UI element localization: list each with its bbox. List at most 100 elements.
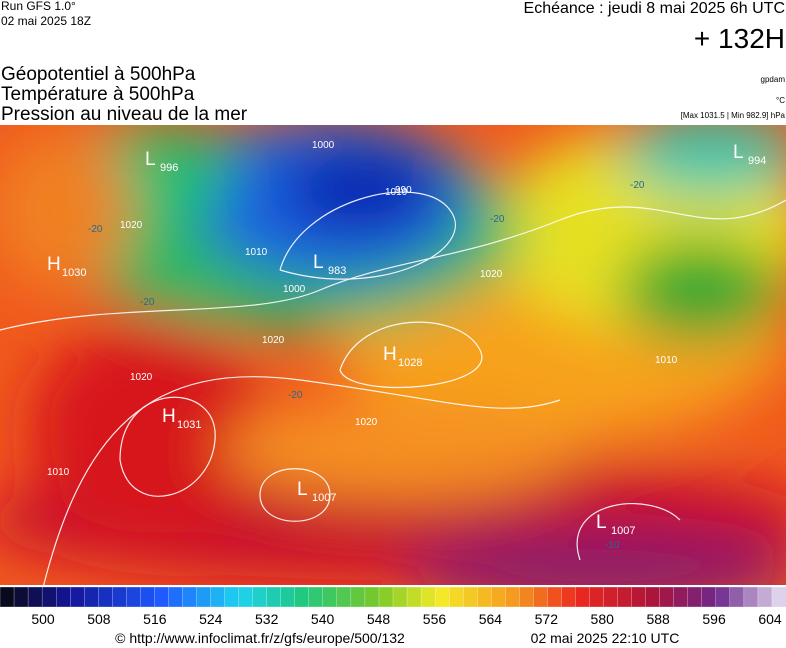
colorbar-cell bbox=[84, 586, 99, 608]
colorbar-cell bbox=[70, 586, 85, 608]
colorbar-cell bbox=[519, 586, 535, 608]
colorbar-cell bbox=[448, 586, 464, 608]
colorbar-cell bbox=[659, 586, 675, 608]
isobar-label: 1000 bbox=[312, 140, 335, 151]
layer: Géopotentiel à 500hPa bbox=[1, 64, 196, 85]
colorbar-cell bbox=[168, 586, 184, 608]
colorbar-cell bbox=[322, 586, 338, 608]
colorbar-cell bbox=[41, 586, 57, 608]
colorbar-cell bbox=[771, 586, 786, 608]
colorbar-cell bbox=[378, 586, 394, 608]
colorbar-label: 508 bbox=[87, 611, 111, 627]
colorbar-cell bbox=[673, 586, 689, 608]
colorbar-cell bbox=[252, 586, 268, 608]
hour: + 132H bbox=[694, 23, 785, 54]
colorbar-cell bbox=[0, 586, 15, 608]
center-value: 1028 bbox=[398, 357, 422, 369]
temp-label: -20 bbox=[490, 214, 505, 225]
run: Run GFS 1.0° bbox=[1, 0, 76, 13]
colorbar-cell bbox=[729, 586, 745, 608]
colorbar-label: 596 bbox=[702, 611, 726, 627]
colorbar-cell bbox=[280, 586, 296, 608]
colorbar-cell bbox=[434, 586, 450, 608]
colorbar-cell bbox=[350, 586, 366, 608]
unit-geo: gpdam bbox=[761, 75, 786, 84]
run-date: 02 mai 2025 18Z bbox=[1, 14, 91, 28]
colorbar-cell bbox=[589, 586, 605, 608]
footer-url: © http://www.infoclimat.fr/z/gfs/europe/… bbox=[115, 630, 405, 646]
temp-label: -20 bbox=[140, 297, 155, 308]
isobar-label: 990 bbox=[395, 185, 412, 196]
center-value: 1031 bbox=[177, 419, 201, 431]
colorbar-cell bbox=[27, 586, 43, 608]
colorbar-cell bbox=[463, 586, 478, 608]
colorbar-cell bbox=[603, 586, 619, 608]
center-value: 983 bbox=[328, 265, 346, 277]
colorbar-cell bbox=[112, 586, 127, 608]
isobar-label: 1000 bbox=[283, 284, 306, 295]
colorbar-cell bbox=[238, 586, 254, 608]
colorbar-label: 604 bbox=[758, 611, 782, 627]
colorbar-cell bbox=[126, 586, 142, 608]
colorbar-cell bbox=[336, 586, 352, 608]
temp-label: -20 bbox=[88, 224, 103, 235]
layer: Température à 500hPa bbox=[1, 84, 195, 105]
colorbar-cell bbox=[13, 586, 29, 608]
colorbar-label: 516 bbox=[143, 611, 167, 627]
colorbar-label: 580 bbox=[591, 611, 615, 627]
center-letter: H bbox=[162, 406, 176, 427]
unit-temp: °C bbox=[776, 96, 785, 105]
echeance: Echéance : jeudi 8 mai 2025 6h UTC bbox=[524, 0, 785, 17]
isobar-label: 1020 bbox=[120, 220, 143, 231]
colorbar-cell bbox=[533, 586, 549, 608]
colorbar-cell bbox=[210, 586, 226, 608]
colorbar-cell bbox=[757, 586, 773, 608]
colorbar-label: 532 bbox=[255, 611, 279, 627]
isobar-label: 1020 bbox=[130, 372, 153, 383]
colorbar-cell bbox=[196, 586, 212, 608]
center-value: 996 bbox=[160, 162, 178, 174]
center-letter: L bbox=[733, 142, 744, 163]
colorbar-cell bbox=[561, 586, 577, 608]
isobar-label: 1010 bbox=[385, 187, 408, 198]
colorbar-cell bbox=[617, 586, 633, 608]
map bbox=[0, 125, 786, 585]
colorbar-cell bbox=[55, 586, 71, 608]
isobar-label: 1010 bbox=[655, 355, 678, 366]
colorbar-cell bbox=[715, 586, 731, 608]
center-value: 1030 bbox=[62, 267, 86, 279]
colorbar-cell bbox=[308, 586, 324, 608]
colorbar-label: 572 bbox=[535, 611, 559, 627]
colorbar-cell bbox=[645, 586, 661, 608]
temp-label: -20 bbox=[288, 390, 303, 401]
footer-date: 02 mai 2025 22:10 UTC bbox=[531, 630, 680, 646]
colorbar-cell bbox=[140, 586, 156, 608]
colorbar-cell bbox=[575, 586, 591, 608]
layer: Pression au niveau de la mer bbox=[1, 104, 248, 125]
center-value: 1007 bbox=[611, 525, 635, 537]
colorbar-cell bbox=[477, 586, 492, 608]
colorbar-cell bbox=[505, 586, 520, 608]
colorbar-cell bbox=[154, 586, 170, 608]
center-letter: H bbox=[383, 344, 397, 365]
colorbar-cell bbox=[420, 586, 436, 608]
center-value: 1007 bbox=[312, 492, 336, 504]
center-letter: L bbox=[313, 252, 324, 273]
isobar-label: 1020 bbox=[262, 335, 285, 346]
center-letter: L bbox=[596, 512, 607, 533]
colorbar-cell bbox=[701, 586, 717, 608]
colorbar-cell bbox=[392, 586, 408, 608]
temp-label: -20 bbox=[630, 180, 645, 191]
colorbar-label: 548 bbox=[367, 611, 391, 627]
colorbar-cell bbox=[224, 586, 240, 608]
colorbar-cell bbox=[294, 586, 310, 608]
colorbar-cell bbox=[182, 586, 198, 608]
center-letter: H bbox=[47, 254, 61, 275]
colorbar-label: 564 bbox=[479, 611, 503, 627]
colorbar-cell bbox=[547, 586, 563, 608]
isobar-label: 1010 bbox=[47, 467, 70, 478]
center-value: 994 bbox=[748, 155, 766, 167]
colorbar-cell bbox=[406, 586, 422, 608]
colorbar-label: 540 bbox=[311, 611, 335, 627]
